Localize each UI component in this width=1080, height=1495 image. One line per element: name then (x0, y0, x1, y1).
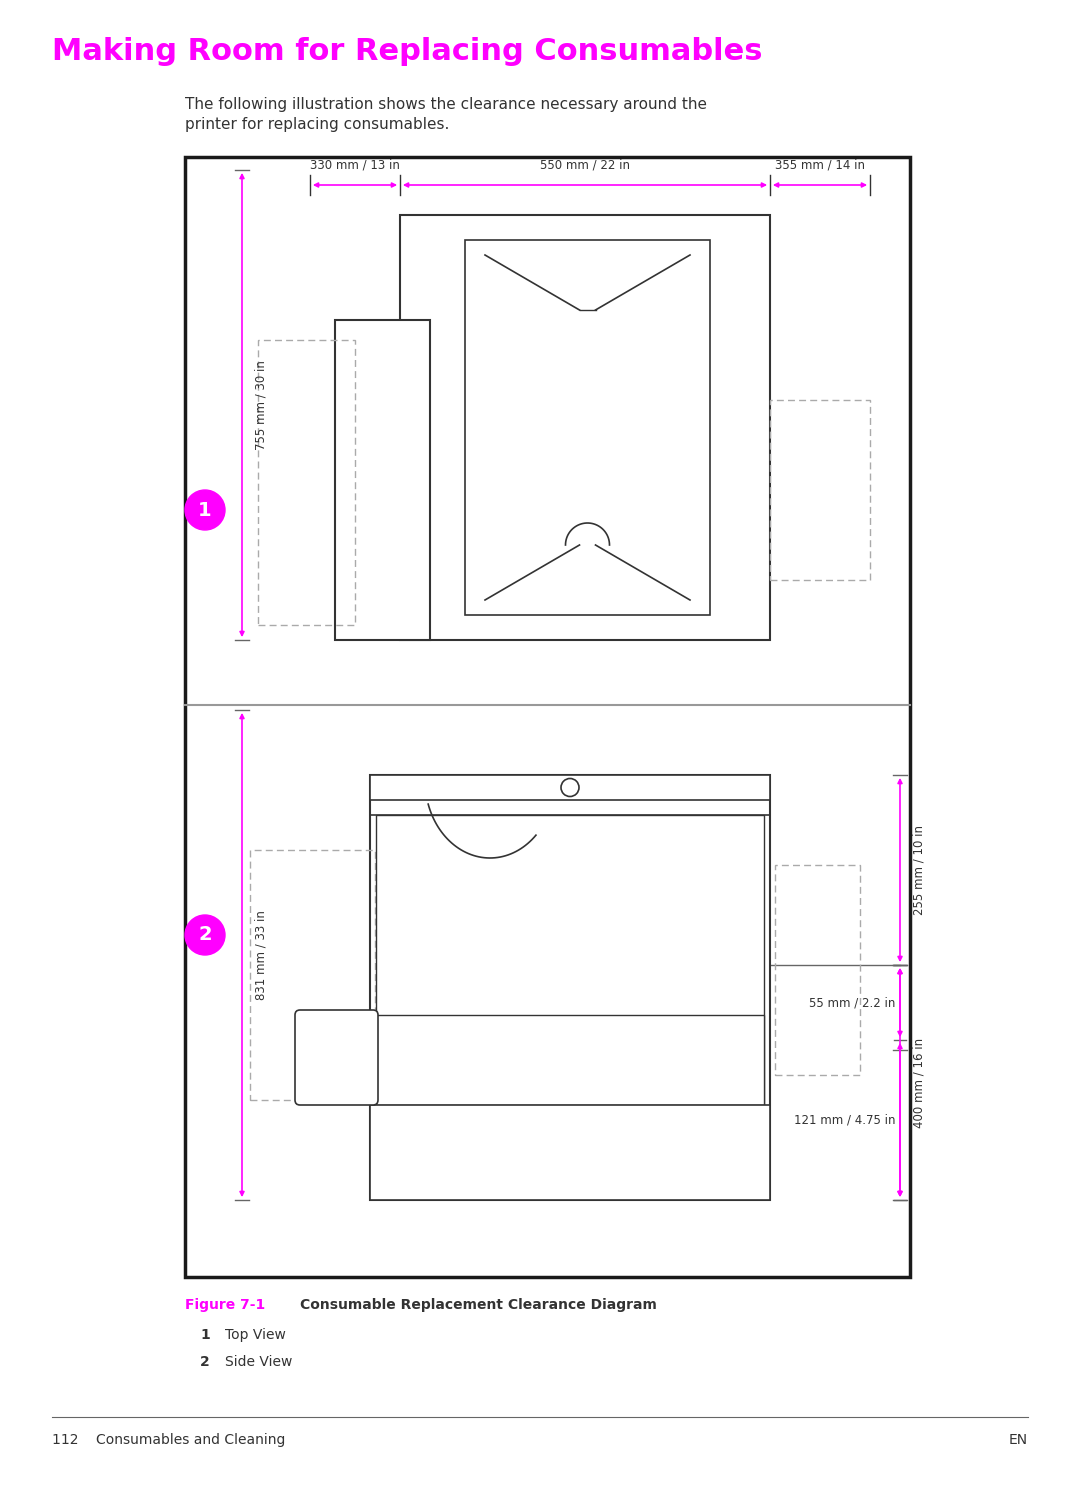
Text: Making Room for Replacing Consumables: Making Room for Replacing Consumables (52, 37, 762, 66)
Text: The following illustration shows the clearance necessary around the: The following illustration shows the cle… (185, 97, 707, 112)
Text: Top View: Top View (225, 1328, 286, 1343)
Text: 2: 2 (199, 925, 212, 945)
Text: Side View: Side View (225, 1354, 293, 1369)
Text: 112    Consumables and Cleaning: 112 Consumables and Cleaning (52, 1434, 285, 1447)
Text: 1: 1 (200, 1328, 210, 1343)
Text: 330 mm / 13 in: 330 mm / 13 in (310, 158, 400, 170)
Bar (185, 157, 910, 1277)
Bar (370, 1105, 770, 1200)
Text: Consumable Replacement Clearance Diagram: Consumable Replacement Clearance Diagram (300, 1298, 657, 1313)
Circle shape (185, 490, 225, 531)
Bar (770, 401, 870, 580)
Text: EN: EN (1009, 1434, 1028, 1447)
Bar (376, 1015, 764, 1105)
Text: 2: 2 (200, 1354, 210, 1369)
Circle shape (185, 915, 225, 955)
Bar (400, 215, 770, 640)
Bar (258, 339, 355, 625)
Text: Figure 7-1: Figure 7-1 (185, 1298, 266, 1313)
Text: 355 mm / 14 in: 355 mm / 14 in (775, 158, 865, 170)
Bar (465, 241, 710, 614)
Text: 1: 1 (199, 501, 212, 519)
Bar (376, 815, 764, 1105)
Text: 550 mm / 22 in: 550 mm / 22 in (540, 158, 630, 170)
Text: 55 mm / 2.2 in: 55 mm / 2.2 in (809, 996, 895, 1009)
Bar (370, 774, 770, 1200)
FancyBboxPatch shape (295, 1011, 378, 1105)
Bar (775, 866, 860, 1075)
Text: 121 mm / 4.75 in: 121 mm / 4.75 in (794, 1114, 895, 1127)
Bar (370, 774, 770, 800)
Text: printer for replacing consumables.: printer for replacing consumables. (185, 117, 449, 132)
Text: 400 mm / 16 in: 400 mm / 16 in (913, 1038, 926, 1127)
Text: 831 mm / 33 in: 831 mm / 33 in (255, 910, 268, 1000)
Text: 755 mm / 30 in: 755 mm / 30 in (255, 360, 268, 450)
Text: 255 mm / 10 in: 255 mm / 10 in (913, 825, 926, 915)
Bar (249, 851, 375, 1100)
Bar (335, 320, 430, 640)
